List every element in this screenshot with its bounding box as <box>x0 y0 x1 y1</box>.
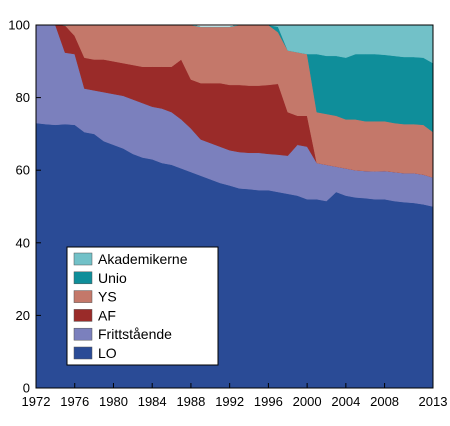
legend-box <box>66 246 219 366</box>
x-tick-label: 1972 <box>22 394 51 409</box>
legend-label: Frittstående <box>98 326 172 342</box>
legend: Akademikerne Unio YS AF Frittstående LO <box>66 246 219 366</box>
x-tick-label: 2000 <box>293 394 322 409</box>
legend-label: Akademikerne <box>98 251 188 267</box>
legend-swatch <box>73 346 93 360</box>
x-tick-label: 1984 <box>138 394 167 409</box>
x-tick-label: 2008 <box>370 394 399 409</box>
legend-label: AF <box>98 307 116 323</box>
legend-swatch <box>73 271 93 285</box>
y-axis: 0 20 40 60 80 100 <box>8 18 41 396</box>
legend-label: YS <box>98 289 117 305</box>
y-tick-label: 0 <box>23 381 30 396</box>
y-tick-label: 60 <box>16 163 30 178</box>
x-tick-label: 1980 <box>99 394 128 409</box>
legend-label: LO <box>98 345 117 361</box>
y-tick-label: 100 <box>8 18 30 33</box>
legend-swatch <box>73 327 93 341</box>
x-tick-label: 2013 <box>419 394 448 409</box>
legend-swatch <box>73 309 93 322</box>
plot-frame <box>35 24 434 389</box>
y-tick-label: 40 <box>16 235 30 250</box>
x-axis: 1972 1976 1980 1984 1988 1992 1996 2000 2004 2008… <box>22 383 448 409</box>
y-tick-label: 80 <box>16 90 30 105</box>
legend-swatch <box>73 290 93 303</box>
x-tick-label: 1996 <box>254 394 283 409</box>
x-tick-label: 1992 <box>215 394 244 409</box>
y-tick-label: 20 <box>16 308 30 323</box>
x-tick-label: 2004 <box>331 394 360 409</box>
x-tick-label: 1988 <box>176 394 205 409</box>
x-tick-label: 1976 <box>60 394 89 409</box>
legend-label: Unio <box>98 270 127 286</box>
legend-swatch <box>73 252 93 266</box>
